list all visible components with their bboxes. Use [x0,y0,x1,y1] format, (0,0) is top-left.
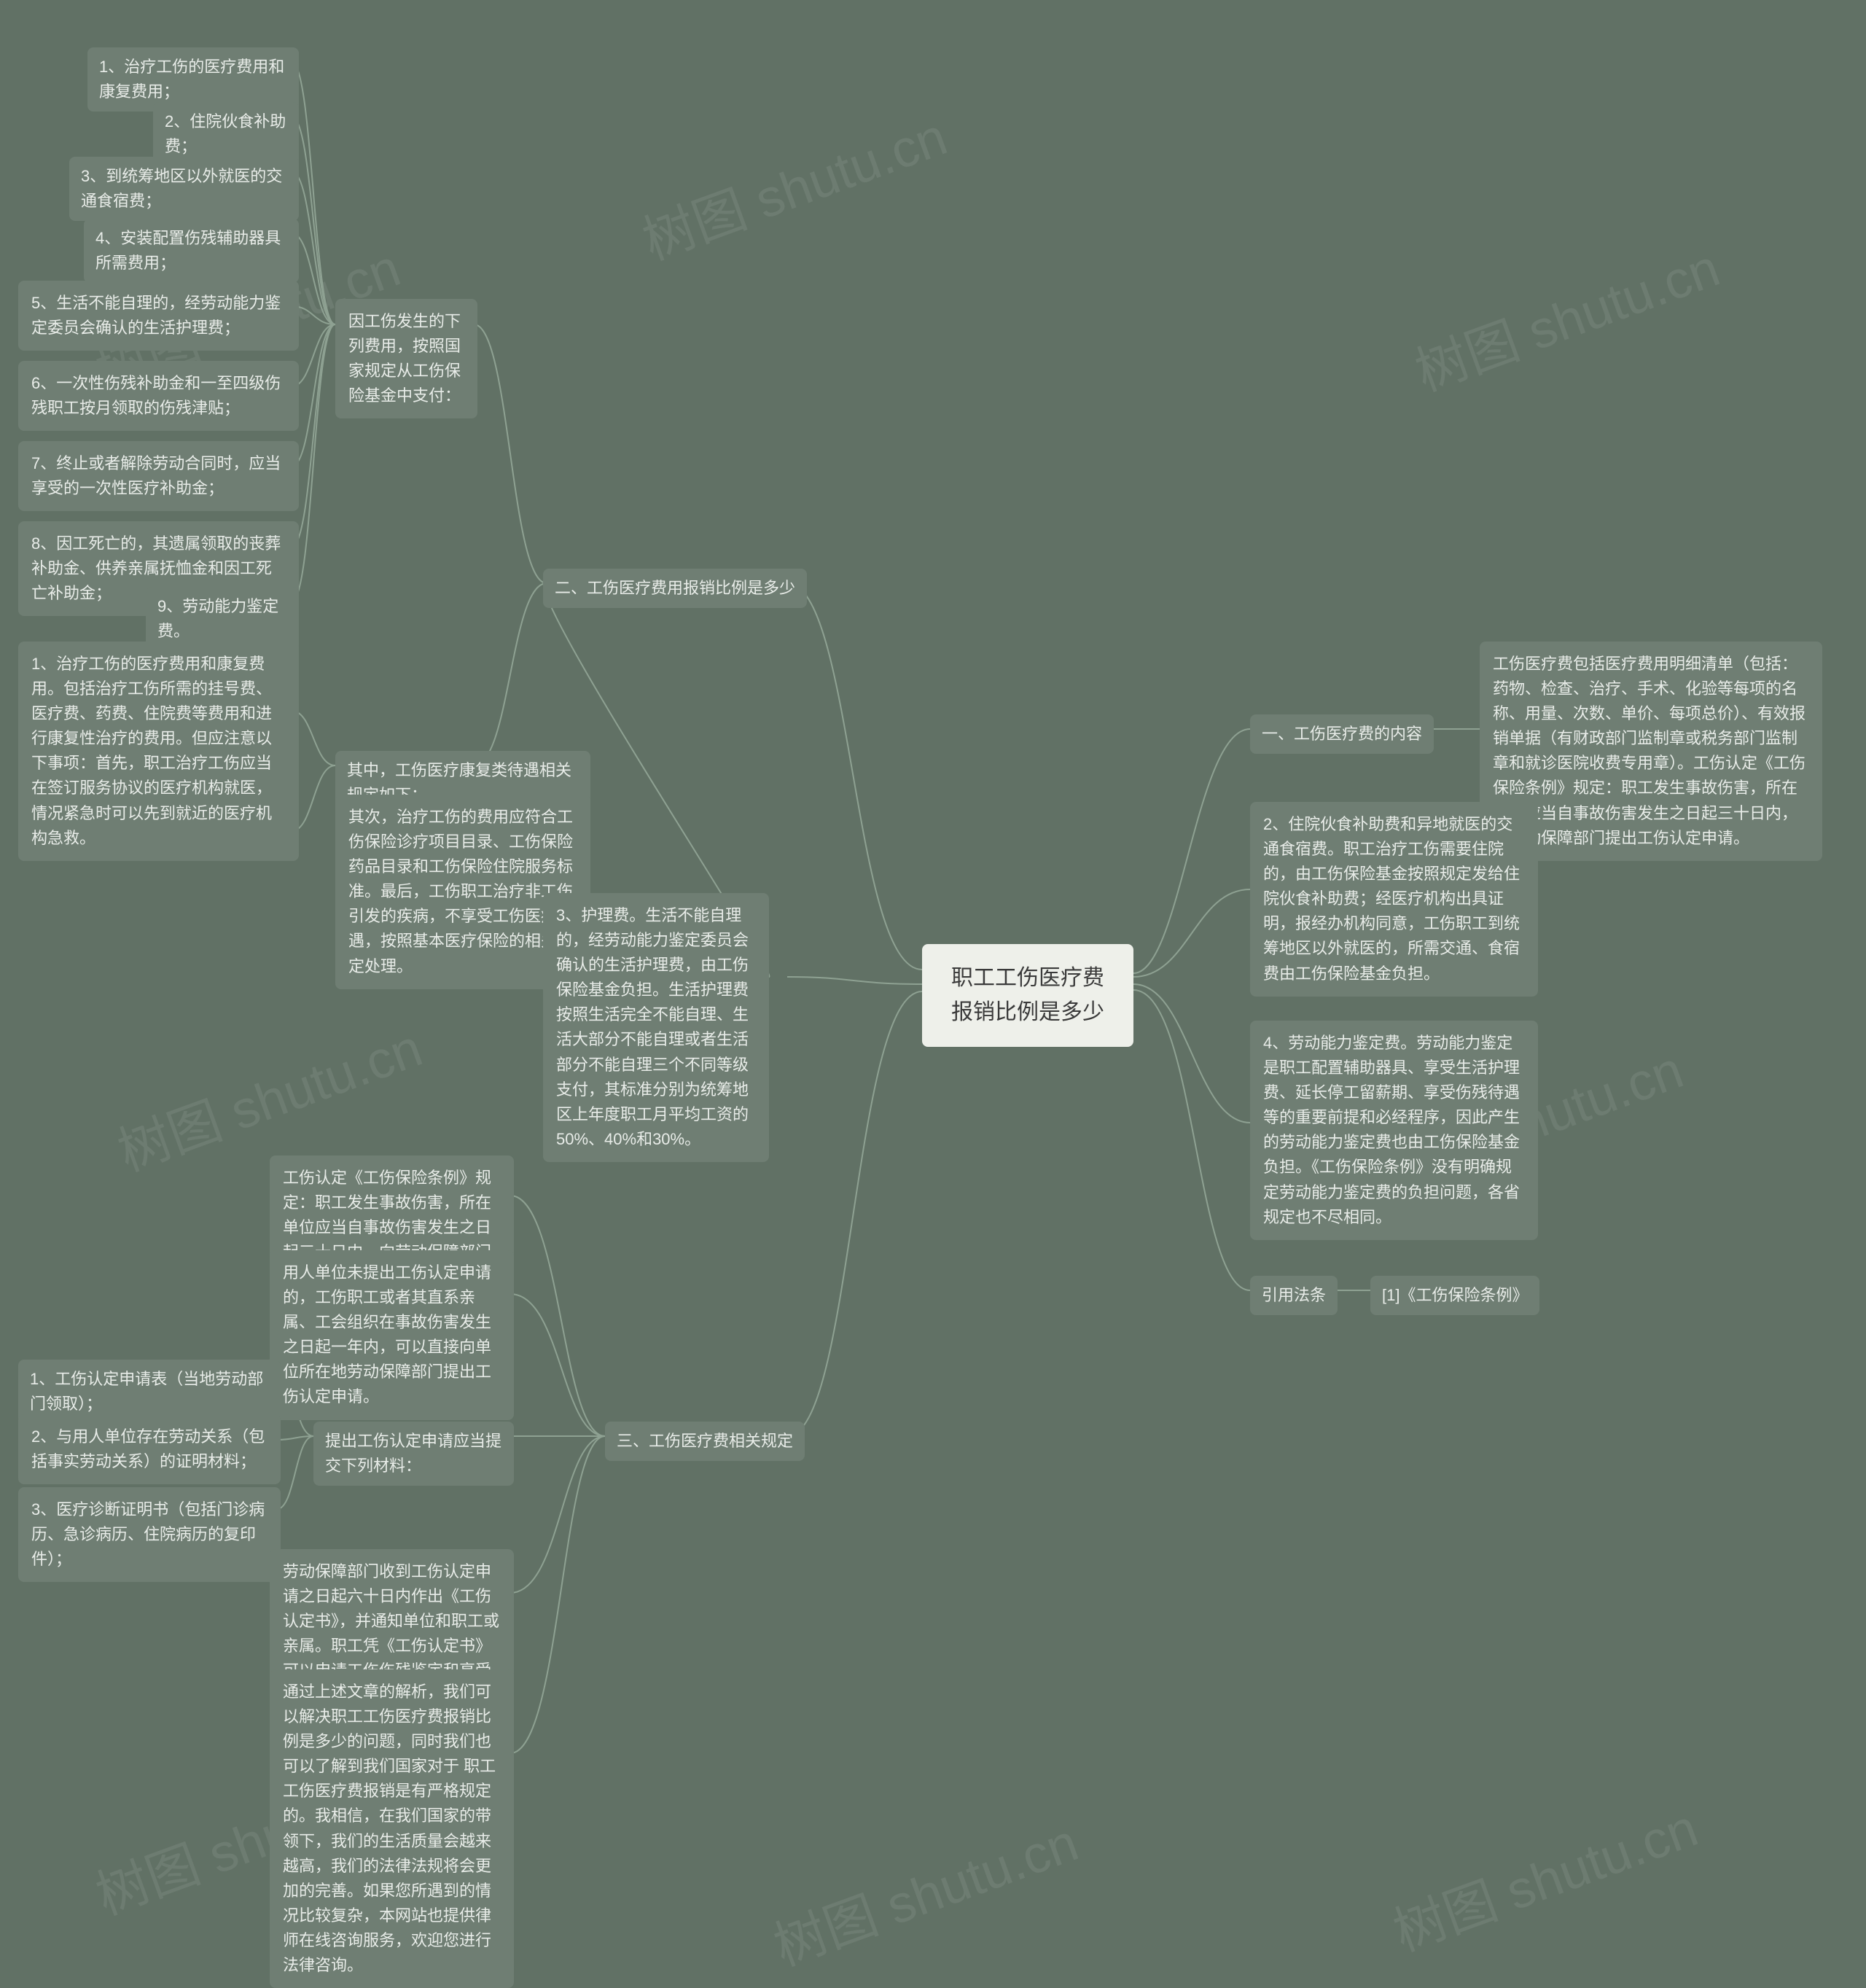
s3-material-3: 3、医疗诊断证明书（包括门诊病历、急诊病历、住院病历的复印件）； [18,1487,281,1582]
branch-r4: 4、劳动能力鉴定费。劳动能力鉴定是职工配置辅助器具、享受生活护理费、延长停工留薪… [1250,1021,1538,1240]
section3-p2: 用人单位未提出工伤认定申请的，工伤职工或者其直系亲属、工会组织在事故伤害发生之日… [270,1250,514,1420]
s2-a-item-7: 7、终止或者解除劳动合同时，应当享受的一次性医疗补助金； [18,441,299,511]
s2-a-item-5: 5、生活不能自理的，经劳动能力鉴定委员会确认的生活护理费； [18,281,299,351]
section3-materials-label: 提出工伤认定申请应当提交下列材料： [313,1422,514,1486]
branch-ref-item: [1]《工伤保险条例》 [1370,1276,1539,1315]
section2-branch-a: 因工伤发生的下列费用，按照国家规定从工伤保险基金中支付： [335,299,477,418]
watermark: 树图 shutu.cn [631,94,956,275]
section2-title: 二、工伤医疗费用报销比例是多少 [543,569,807,608]
branch-r1-title: 一、工伤医疗费的内容 [1250,714,1434,754]
branch-r2: 2、住院伙食补助费和异地就医的交通食宿费。职工治疗工伤需要住院的，由工伤保险基金… [1250,802,1538,997]
section2-item3: 3、护理费。生活不能自理的，经劳动能力鉴定委员会确认的生活护理费，由工伤保险基金… [543,893,769,1162]
section3-p4: 通过上述文章的解析，我们可以解决职工工伤医疗费报销比例是多少的问题，同时我们也可… [270,1669,514,1988]
s3-material-2: 2、与用人单位存在劳动关系（包括事实劳动关系）的证明材料； [18,1414,281,1484]
s2-a-item-6: 6、一次性伤残补助金和一至四级伤残职工按月领取的伤残津贴； [18,361,299,431]
branch-ref-label: 引用法条 [1250,1276,1338,1315]
section3-title: 三、工伤医疗费相关规定 [605,1422,805,1461]
s2-a-item-4: 4、安装配置伤残辅助器具所需费用； [84,219,299,283]
mindmap-stage: 树图 shutu.cn 树图 shutu.cn 树图 shutu.cn 树图 s… [0,0,1866,1946]
s2-a-item-3: 3、到统筹地区以外就医的交通食宿费； [69,157,299,221]
watermark: 树图 shutu.cn [1381,1785,1706,1966]
watermark: 树图 shutu.cn [762,1800,1087,1981]
s2-b-item-1: 1、治疗工伤的医疗费用和康复费用。包括治疗工伤所需的挂号费、医疗费、药费、住院费… [18,642,299,861]
watermark: 树图 shutu.cn [1403,225,1728,406]
center-topic: 职工工伤医疗费报销比例是多少 [922,944,1133,1047]
